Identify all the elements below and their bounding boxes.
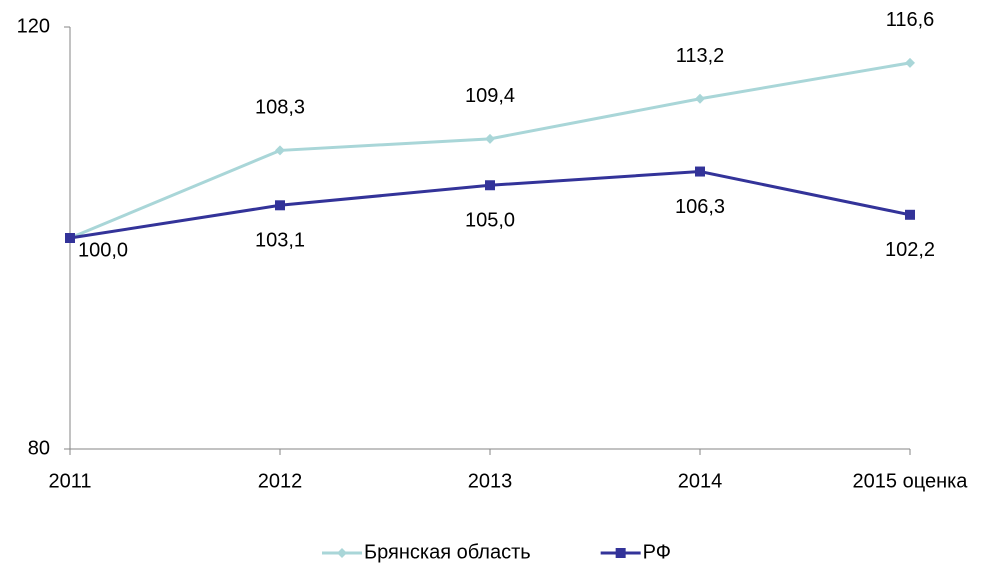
- data-label: 106,3: [675, 196, 725, 218]
- data-label: 102,2: [885, 239, 935, 261]
- point: [485, 180, 495, 191]
- point: [905, 57, 915, 68]
- x-tick-label: 2012: [258, 470, 303, 492]
- legend-marker: [337, 548, 347, 558]
- point: [485, 133, 495, 144]
- point: [65, 233, 75, 243]
- data-label: 105,0: [465, 210, 515, 232]
- point: [275, 200, 285, 211]
- data-label: 108,3: [255, 97, 305, 119]
- data-label: 116,6: [886, 9, 935, 31]
- y-tick-label: 80: [28, 437, 50, 459]
- data-label: 109,4: [465, 85, 515, 107]
- x-tick-label: 2014: [678, 470, 723, 492]
- point: [695, 93, 705, 104]
- legend-marker: [615, 548, 626, 558]
- legend-label: РФ: [643, 541, 671, 563]
- x-tick-label: 2011: [48, 470, 91, 492]
- y-tick-label: 120: [17, 15, 50, 37]
- x-tick-label: 2015 оценка: [853, 470, 969, 492]
- data-label: 103,1: [255, 230, 305, 252]
- data-label: 100,0: [78, 239, 128, 261]
- x-tick-label: 2013: [468, 470, 513, 492]
- point: [905, 209, 915, 220]
- legend-label: Брянская область: [364, 541, 531, 563]
- point: [275, 145, 285, 156]
- data-label: 113,2: [676, 45, 725, 67]
- point: [695, 166, 705, 177]
